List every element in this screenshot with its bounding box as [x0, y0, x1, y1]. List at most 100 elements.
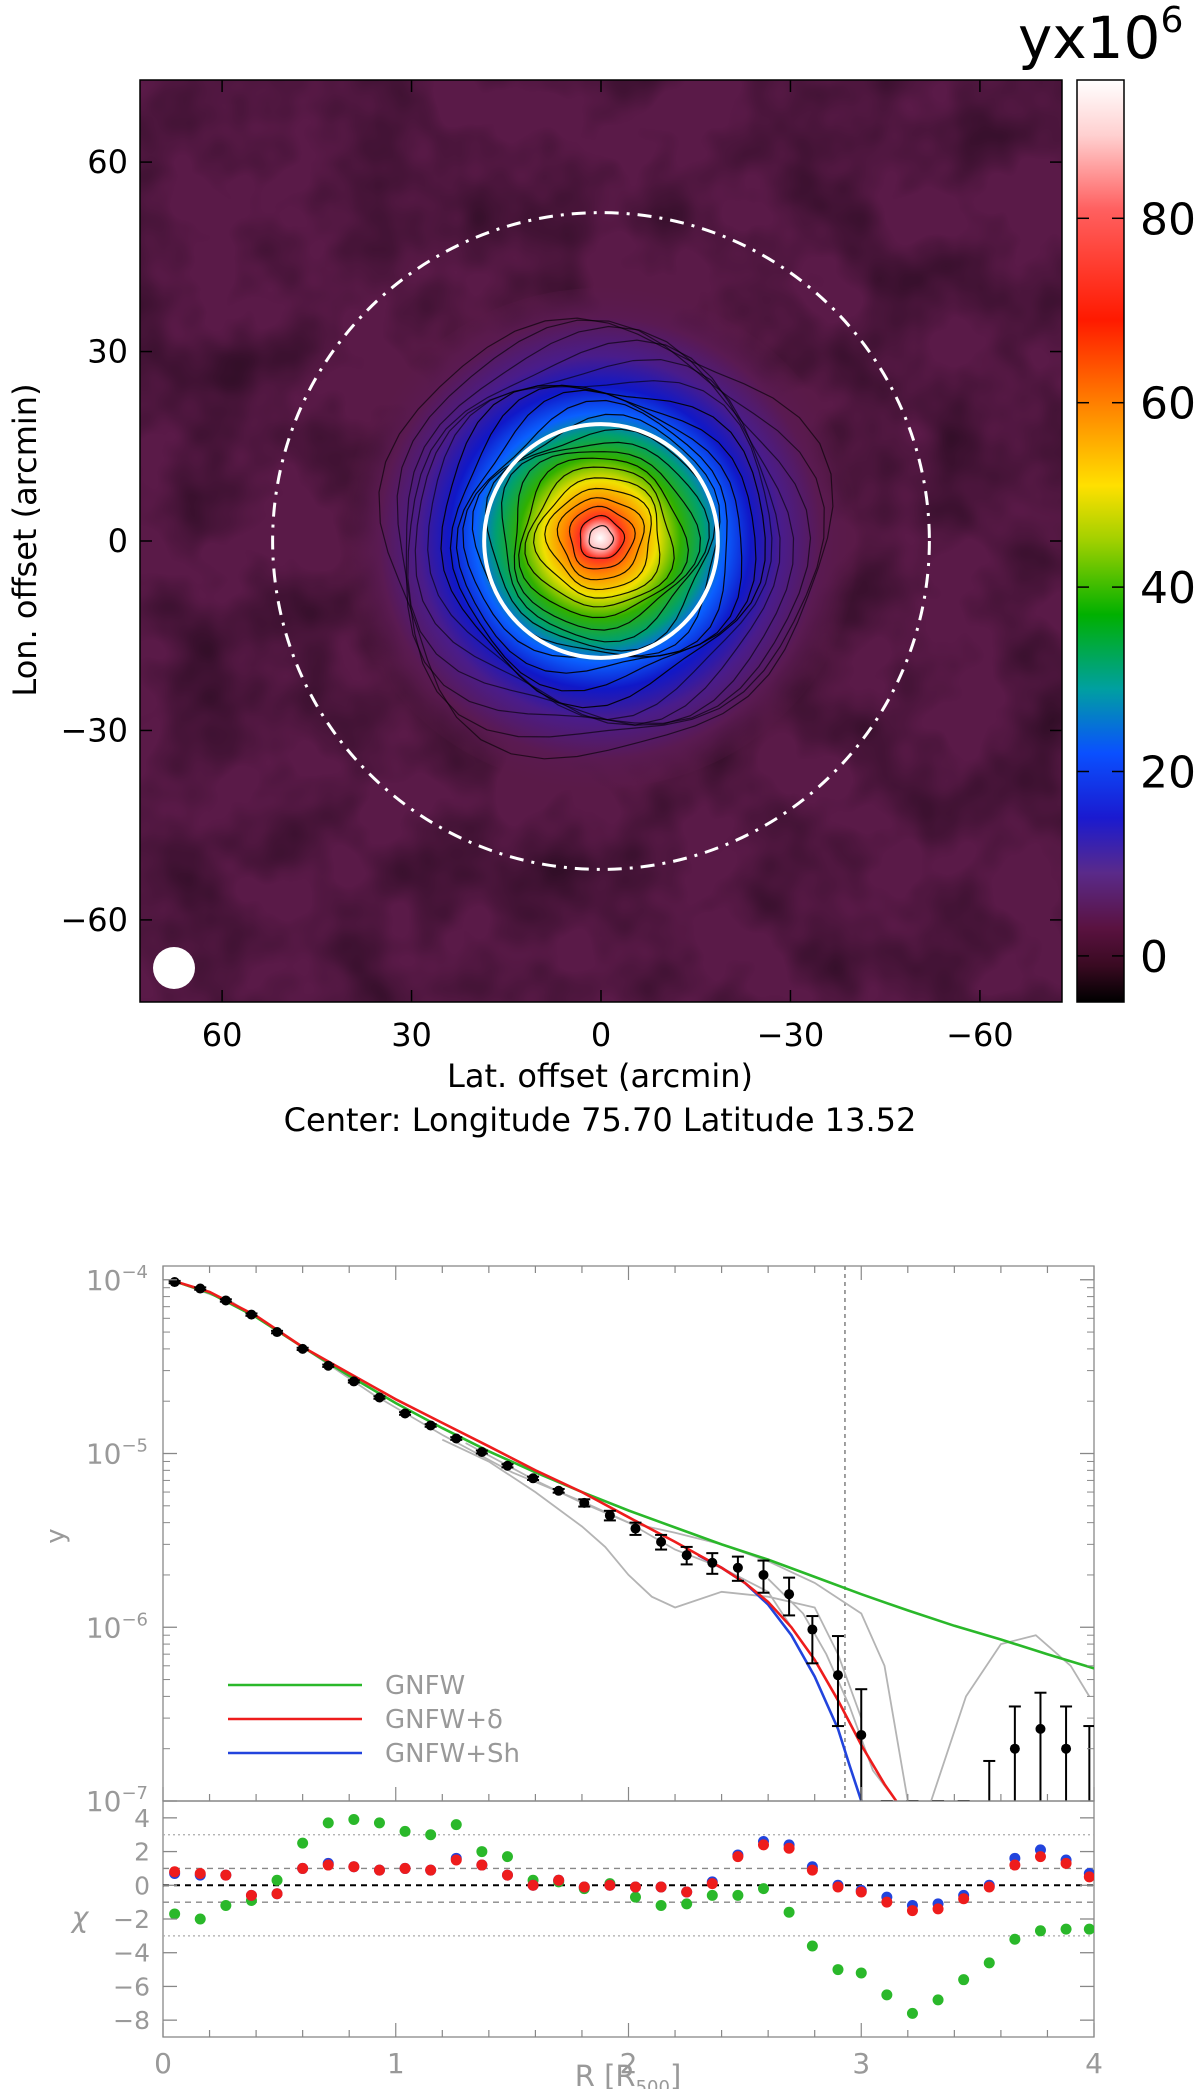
- contour-line: [532, 477, 661, 599]
- chi-point: [348, 1814, 360, 1826]
- chi-point: [399, 1825, 411, 1837]
- contour-line: [405, 325, 812, 724]
- map-y-ticks: 60 30 0 −30 −60: [60, 143, 1062, 939]
- chi-y-tick-label: −8: [113, 2006, 150, 2035]
- chi-point: [194, 1867, 206, 1879]
- chi-point: [194, 1913, 206, 1925]
- chi-point: [476, 1859, 488, 1871]
- colorbar: [1076, 79, 1125, 1003]
- chi-point: [932, 1903, 944, 1915]
- data-point: [832, 1670, 843, 1681]
- chi-point: [806, 1864, 818, 1876]
- chi-point: [832, 1964, 844, 1976]
- data-point: [476, 1447, 487, 1458]
- chi-point: [783, 1906, 795, 1918]
- data-point: [272, 1327, 283, 1338]
- map-x-tick-label: 0: [591, 1016, 611, 1054]
- chi-point: [399, 1862, 411, 1874]
- grey-profile-line: [174, 1280, 804, 1645]
- chi-point: [450, 1854, 462, 1866]
- chi-point: [1034, 1925, 1046, 1937]
- contour-line: [518, 457, 690, 619]
- chi-point: [604, 1879, 616, 1891]
- data-point: [1061, 1743, 1072, 1754]
- data-point: [502, 1460, 513, 1471]
- chi-point: [1060, 1857, 1072, 1869]
- contour-line: [513, 451, 702, 631]
- chi-point: [832, 1881, 844, 1893]
- gnfw-model-line: [174, 1280, 1094, 1670]
- data-point: [297, 1343, 308, 1354]
- colorbar-title-exponent: 6: [1160, 0, 1183, 41]
- chi-point: [373, 1864, 385, 1876]
- map-x-tick-label: −30: [757, 1016, 825, 1054]
- grey-profile-lines: [174, 1280, 1091, 1801]
- chi-point: [169, 1866, 181, 1878]
- contour-line: [414, 358, 781, 726]
- map-y-axis-label: Lon. offset (arcmin): [6, 383, 44, 696]
- colorbar-tick-label: 40: [1140, 563, 1196, 614]
- legend-label: GNFW: [385, 1671, 465, 1701]
- legend: GNFW GNFW+δ GNFW+Sh: [228, 1671, 520, 1769]
- grey-profile-line: [465, 1442, 909, 1801]
- chi-point: [578, 1881, 590, 1893]
- data-point: [246, 1309, 257, 1320]
- chi-y-ticks: 4 2 0 −2 −4 −6 −8: [113, 1804, 1094, 2035]
- chi-point: [476, 1846, 488, 1858]
- chi-point: [958, 1974, 970, 1986]
- chi-y-axis-label: χ: [70, 1901, 90, 1934]
- chi-point: [958, 1893, 970, 1905]
- chi-point: [806, 1940, 818, 1952]
- data-point: [604, 1510, 615, 1521]
- contour-line: [568, 505, 636, 570]
- chi-frame: [162, 1800, 1095, 2038]
- contour-line: [484, 428, 717, 652]
- chi-point: [220, 1869, 232, 1881]
- chi-point: [297, 1837, 309, 1849]
- chi-point: [855, 1967, 867, 1979]
- contour-lines: [378, 317, 834, 760]
- profile-y-tick-label: 10−4: [86, 1262, 148, 1297]
- profile-y-axis-label: y: [41, 1528, 71, 1543]
- data-point: [528, 1473, 539, 1484]
- chi-point: [655, 1881, 667, 1893]
- data-point: [707, 1557, 718, 1568]
- chi-point: [757, 1883, 769, 1895]
- chi-point: [297, 1862, 309, 1874]
- chi-point: [169, 1908, 181, 1920]
- data-point: [169, 1277, 180, 1288]
- contour-line: [455, 389, 743, 674]
- contour-line: [579, 514, 626, 559]
- chi-point: [932, 1994, 944, 2006]
- colorbar-tick-label: 20: [1140, 748, 1196, 799]
- data-point: [856, 1729, 867, 1740]
- chi-points: [169, 1814, 1094, 2019]
- contour-line: [524, 466, 675, 608]
- contour-line: [556, 497, 645, 581]
- chi-point: [553, 1874, 565, 1886]
- chi-point: [1034, 1851, 1046, 1863]
- contour-line: [396, 319, 825, 738]
- chi-x-tick-label: 3: [852, 2047, 870, 2080]
- data-point: [656, 1536, 667, 1547]
- data-point: [400, 1408, 411, 1419]
- grey-profile-line: [441, 1438, 863, 1719]
- chi-point: [983, 1957, 995, 1969]
- chi-point: [1083, 1923, 1094, 1935]
- data-point: [1035, 1723, 1046, 1734]
- profile-y-tick-label: 10−6: [86, 1609, 148, 1644]
- x-label-subscript: 500: [636, 2077, 670, 2089]
- data-point: [220, 1295, 231, 1306]
- chi-y-tick-label: 4: [134, 1804, 150, 1833]
- contour-line: [440, 384, 766, 709]
- chi-x-tick-label: 4: [1085, 2047, 1103, 2080]
- data-point: [732, 1562, 743, 1573]
- chi-point: [501, 1869, 513, 1881]
- outer-dashdot-circle: [271, 211, 931, 871]
- data-point: [784, 1589, 795, 1600]
- chi-point: [322, 1859, 334, 1871]
- chi-x-tick-label: 0: [154, 2047, 172, 2080]
- contour-line: [500, 441, 710, 643]
- chi-point: [681, 1898, 693, 1910]
- chi-point: [881, 1989, 893, 2001]
